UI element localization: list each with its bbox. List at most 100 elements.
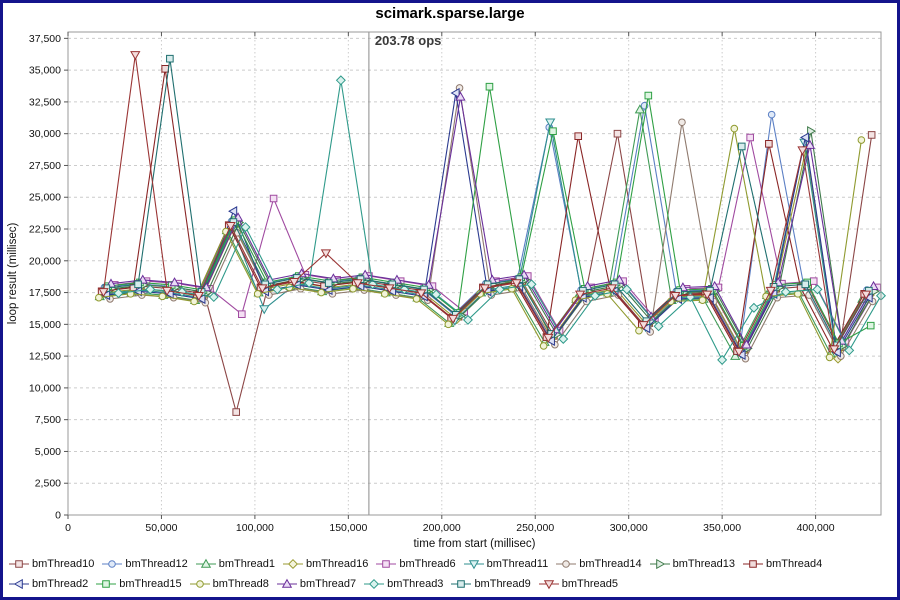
- x-axis-title: time from start (millisec): [413, 538, 535, 550]
- series-marker-bmThread4: [574, 132, 583, 141]
- series-marker-bmThread2: [228, 206, 238, 217]
- series-marker-bmThread6: [238, 310, 246, 318]
- series-marker-bmThread5: [384, 284, 395, 294]
- series-marker-bmThread5: [574, 290, 586, 300]
- series-marker-bmThread9: [737, 142, 746, 151]
- svg-text:0: 0: [65, 522, 71, 534]
- legend-label: bmThread9: [474, 578, 531, 590]
- series-marker-bmThread8: [158, 292, 167, 301]
- legend-marker-triangle-down-icon: [463, 560, 484, 570]
- series-marker-bmThread5: [829, 345, 840, 355]
- svg-text:300,000: 300,000: [610, 522, 648, 534]
- series-marker-bmThread15: [485, 82, 494, 91]
- series-marker-bmThread8: [508, 285, 516, 293]
- legend-item-bmThread15: bmThread15: [96, 578, 182, 590]
- legend-row-1: bmThread10 bmThread12 bmThread1 bmThread16 b…: [9, 554, 891, 574]
- series-marker-bmThread5: [511, 279, 522, 289]
- series-marker-bmThread10: [613, 129, 622, 138]
- series-marker-bmThread3: [494, 284, 505, 295]
- series-marker-bmThread3: [272, 284, 283, 295]
- series-marker-bmThread5: [352, 279, 363, 289]
- series-marker-bmThread3: [462, 314, 473, 325]
- svg-text:20,000: 20,000: [29, 255, 61, 267]
- legend-marker-square-icon: [376, 560, 397, 568]
- legend-label: bmThread16: [306, 558, 369, 570]
- series-marker-bmThread3: [844, 345, 855, 356]
- legend-marker-triangle-right-icon: [649, 558, 670, 570]
- svg-text:50,000: 50,000: [145, 522, 177, 534]
- series-marker-bmThread8: [412, 295, 421, 303]
- series-marker-bmThread8: [317, 288, 326, 297]
- series-marker-bmThread5: [225, 222, 236, 232]
- svg-text:200,000: 200,000: [423, 522, 461, 534]
- svg-text:10,000: 10,000: [29, 382, 61, 394]
- legend-marker-circle-icon: [556, 560, 577, 568]
- series-marker-bmThread5: [670, 291, 681, 302]
- series-marker-bmThread5: [543, 333, 554, 344]
- series-marker-bmThread2: [450, 87, 460, 99]
- series-marker-bmThread3: [526, 279, 537, 290]
- legend-label: bmThread11: [486, 558, 549, 570]
- legend-label: bmThread14: [579, 558, 642, 570]
- series-marker-bmThread8: [444, 320, 453, 329]
- legend-marker-square-icon: [9, 560, 29, 568]
- series-marker-bmThread7: [169, 277, 180, 287]
- ops-annotation: 203.78 ops: [375, 33, 442, 48]
- series-marker-bmThread3: [208, 292, 219, 303]
- series-marker-bmThread12: [767, 110, 776, 119]
- series-marker-bmThread7: [741, 339, 752, 349]
- series-marker-bmThread5: [606, 284, 618, 294]
- series-marker-bmThread8: [730, 124, 739, 133]
- legend-label: bmThread4: [765, 558, 823, 570]
- series-marker-bmThread8: [476, 290, 484, 298]
- legend-item-bmThread14: bmThread14: [556, 558, 642, 570]
- series-marker-bmThread8: [380, 290, 389, 298]
- series-marker-bmThread5: [797, 146, 808, 156]
- svg-text:0: 0: [55, 510, 61, 522]
- series-marker-bmThread8: [253, 290, 262, 298]
- legend-label: bmThread12: [125, 558, 188, 570]
- legend-item-bmThread3: bmThread3: [364, 578, 443, 590]
- legend-marker-triangle-down-icon: [538, 580, 559, 590]
- series-marker-bmThread3: [240, 222, 251, 233]
- legend-item-bmThread9: bmThread9: [451, 578, 531, 590]
- series-marker-bmThread5: [416, 289, 427, 299]
- series-marker-bmThread3: [145, 284, 156, 295]
- series-marker-bmThread4: [161, 65, 169, 73]
- legend-item-bmThread12: bmThread12: [102, 558, 188, 570]
- series-marker-bmThread6: [746, 133, 754, 142]
- series-marker-bmThread5: [320, 249, 332, 259]
- series-marker-bmThread3: [780, 286, 791, 297]
- series-marker-bmThread5: [702, 290, 713, 300]
- legend-label: bmThread8: [212, 578, 269, 590]
- series-marker-bmThread2: [799, 132, 810, 143]
- series-marker-bmThread3: [304, 278, 315, 289]
- series-marker-bmThread5: [161, 286, 173, 296]
- series-marker-bmThread9: [134, 280, 142, 289]
- legend-label: bmThread6: [399, 558, 456, 570]
- series-marker-bmThread4: [765, 140, 773, 148]
- legend-item-bmThread11: bmThread11: [463, 558, 549, 570]
- series-marker-bmThread8: [635, 326, 643, 335]
- series-line-bmThread2: [106, 92, 870, 356]
- series-marker-bmThread3: [590, 290, 601, 301]
- svg-text:150,000: 150,000: [329, 522, 367, 534]
- legend-item-bmThread16: bmThread16: [283, 558, 368, 570]
- svg-text:2,500: 2,500: [35, 478, 61, 490]
- series-marker-bmThread3: [399, 284, 410, 295]
- series-marker-bmThread8: [349, 285, 357, 293]
- page-title: scimark.sparse.large: [375, 5, 525, 22]
- svg-text:37,500: 37,500: [29, 33, 61, 45]
- series-marker-bmThread9: [324, 279, 333, 287]
- series-marker-bmThread3: [812, 284, 823, 295]
- series-marker-bmThread15: [866, 321, 875, 330]
- series-marker-bmThread8: [190, 297, 198, 306]
- svg-text:350,000: 350,000: [703, 522, 741, 534]
- y-axis-title: loop result (millisec): [7, 223, 19, 325]
- svg-text:100,000: 100,000: [236, 522, 274, 534]
- legend-label: bmThread5: [561, 578, 618, 590]
- series-marker-bmThread5: [447, 314, 459, 324]
- svg-text:35,000: 35,000: [29, 65, 61, 77]
- legend-label: bmThread2: [32, 578, 89, 590]
